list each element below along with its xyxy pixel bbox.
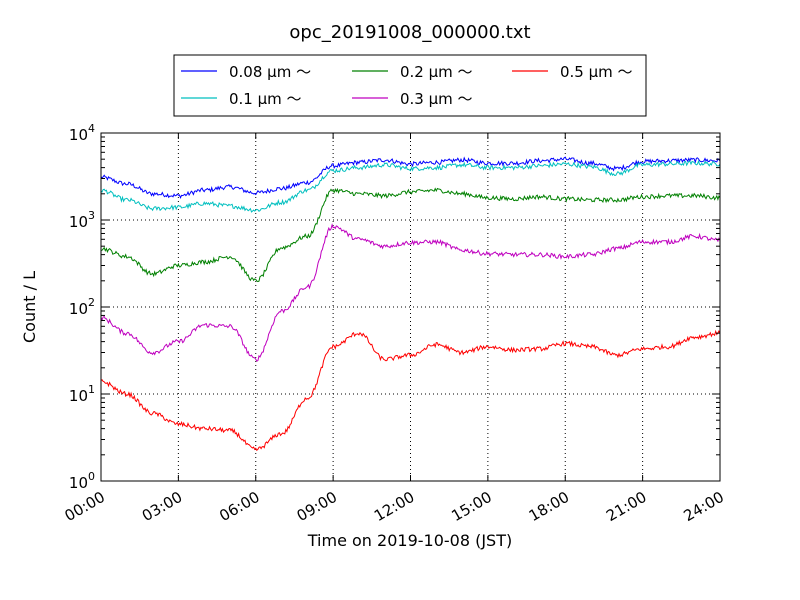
legend-box xyxy=(173,54,647,117)
legend-entry: 0.08 μm ～ xyxy=(229,63,311,81)
x-axis-label: Time on 2019-10-08 (JST) xyxy=(307,531,512,550)
x-tick-label: 15:00 xyxy=(448,488,494,525)
x-tick-label: 06:00 xyxy=(216,488,262,525)
grid xyxy=(101,133,720,481)
legend: 0.08 μm ～ 0.1 μm ～ 0.2 μm ～ 0.3 μm ～ 0.5 μm … xyxy=(173,54,647,117)
x-tick-label: 18:00 xyxy=(526,488,572,525)
series-line xyxy=(100,329,721,452)
y-tick-label: 101 xyxy=(69,383,95,405)
x-tick-label: 00:00 xyxy=(62,488,108,525)
series-layer xyxy=(100,156,721,452)
x-tick-label: 09:00 xyxy=(294,488,340,525)
y-axis-label: Count / L xyxy=(20,271,39,343)
y-tick-label: 103 xyxy=(69,209,95,231)
legend-entry: 0.3 μm ～ xyxy=(400,90,473,108)
series-line xyxy=(100,187,721,283)
y-ticks: 100 101 102 103 104 xyxy=(69,122,720,492)
series-line xyxy=(100,223,721,362)
series-line xyxy=(100,159,721,213)
x-tick-label: 24:00 xyxy=(681,488,727,525)
series-line xyxy=(100,156,721,199)
y-tick-label: 104 xyxy=(69,122,95,144)
y-tick-label: 100 xyxy=(69,470,95,492)
chart-title: opc_20191008_000000.txt xyxy=(289,22,530,43)
legend-entry: 0.1 μm ～ xyxy=(229,90,302,108)
x-tick-label: 21:00 xyxy=(603,488,649,525)
x-tick-label: 12:00 xyxy=(371,488,417,525)
x-tick-label: 03:00 xyxy=(139,488,185,525)
legend-entry: 0.5 μm ～ xyxy=(560,63,633,81)
legend-entry: 0.2 μm ～ xyxy=(400,63,473,81)
x-ticks: 00:00 03:00 06:00 09:00 12:00 15:00 18:00 21:00… xyxy=(62,133,727,525)
y-tick-label: 102 xyxy=(69,296,95,318)
